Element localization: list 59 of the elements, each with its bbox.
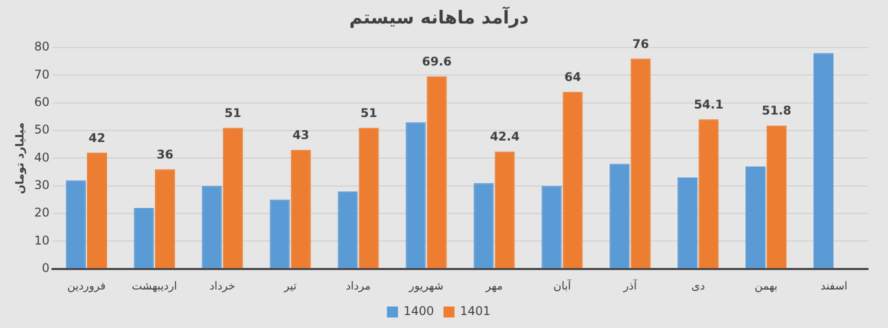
y-axis-title: میلیارد تومان [13,122,26,194]
bar [813,53,834,268]
x-tick-label: دی [691,279,705,292]
bar [154,169,175,268]
bar [610,164,630,268]
bar [358,128,379,268]
data-label: 36 [156,147,174,162]
bar [338,191,358,268]
bar [222,128,243,268]
bar [134,208,154,268]
bar [202,186,222,268]
bar [542,186,562,268]
data-label: 43 [292,128,310,142]
bar [66,180,86,268]
bar [746,166,766,268]
bar [406,122,426,268]
x-tick-label: اسفند [820,279,848,292]
y-tick-label: 30 [34,178,50,192]
bar [494,152,515,268]
bar [698,119,719,268]
data-label: 42.4 [490,130,520,144]
x-tick-label: خرداد [210,279,236,292]
y-tick-label: 0 [42,260,50,275]
y-tick-label: 20 [34,206,50,220]
x-tick-label: اردیبهشت [132,279,178,292]
data-label: 51.8 [762,104,792,118]
legend-label: 1401 [460,304,491,318]
legend-label: 1400 [403,304,434,318]
bar [766,126,787,268]
x-tick-label: شهریور [408,279,444,292]
data-label: 54.1 [694,97,724,112]
x-tick-label: مرداد [346,279,371,292]
bar [290,150,311,268]
x-tick-label: فروردین [67,279,106,292]
y-tick-label: 60 [34,95,50,110]
y-tick-label: 80 [34,40,50,54]
y-tick-label: 50 [34,122,50,137]
bar [86,152,107,268]
bar [270,200,290,268]
chart-title: درآمد ماهانه سیستم [349,5,529,28]
y-tick-label: 70 [34,67,50,82]
bar [474,183,494,268]
bar [630,58,651,268]
data-label: 51 [360,106,378,120]
data-label: 42 [88,130,106,145]
bar [426,76,447,268]
data-label: 51 [224,106,242,120]
data-label: 69.6 [422,54,452,68]
x-tick-label: آبان [553,278,572,292]
x-tick-label: بهمن [754,279,778,292]
bar [678,178,698,268]
x-tick-label: آذر [622,278,638,292]
x-tick-label: مهر [484,279,503,292]
data-label: 76 [632,36,650,51]
data-label: 64 [564,70,582,84]
bar [562,92,583,268]
x-tick-label: تیر [283,279,297,292]
y-tick-label: 40 [34,150,50,164]
y-tick-label: 10 [34,233,50,248]
